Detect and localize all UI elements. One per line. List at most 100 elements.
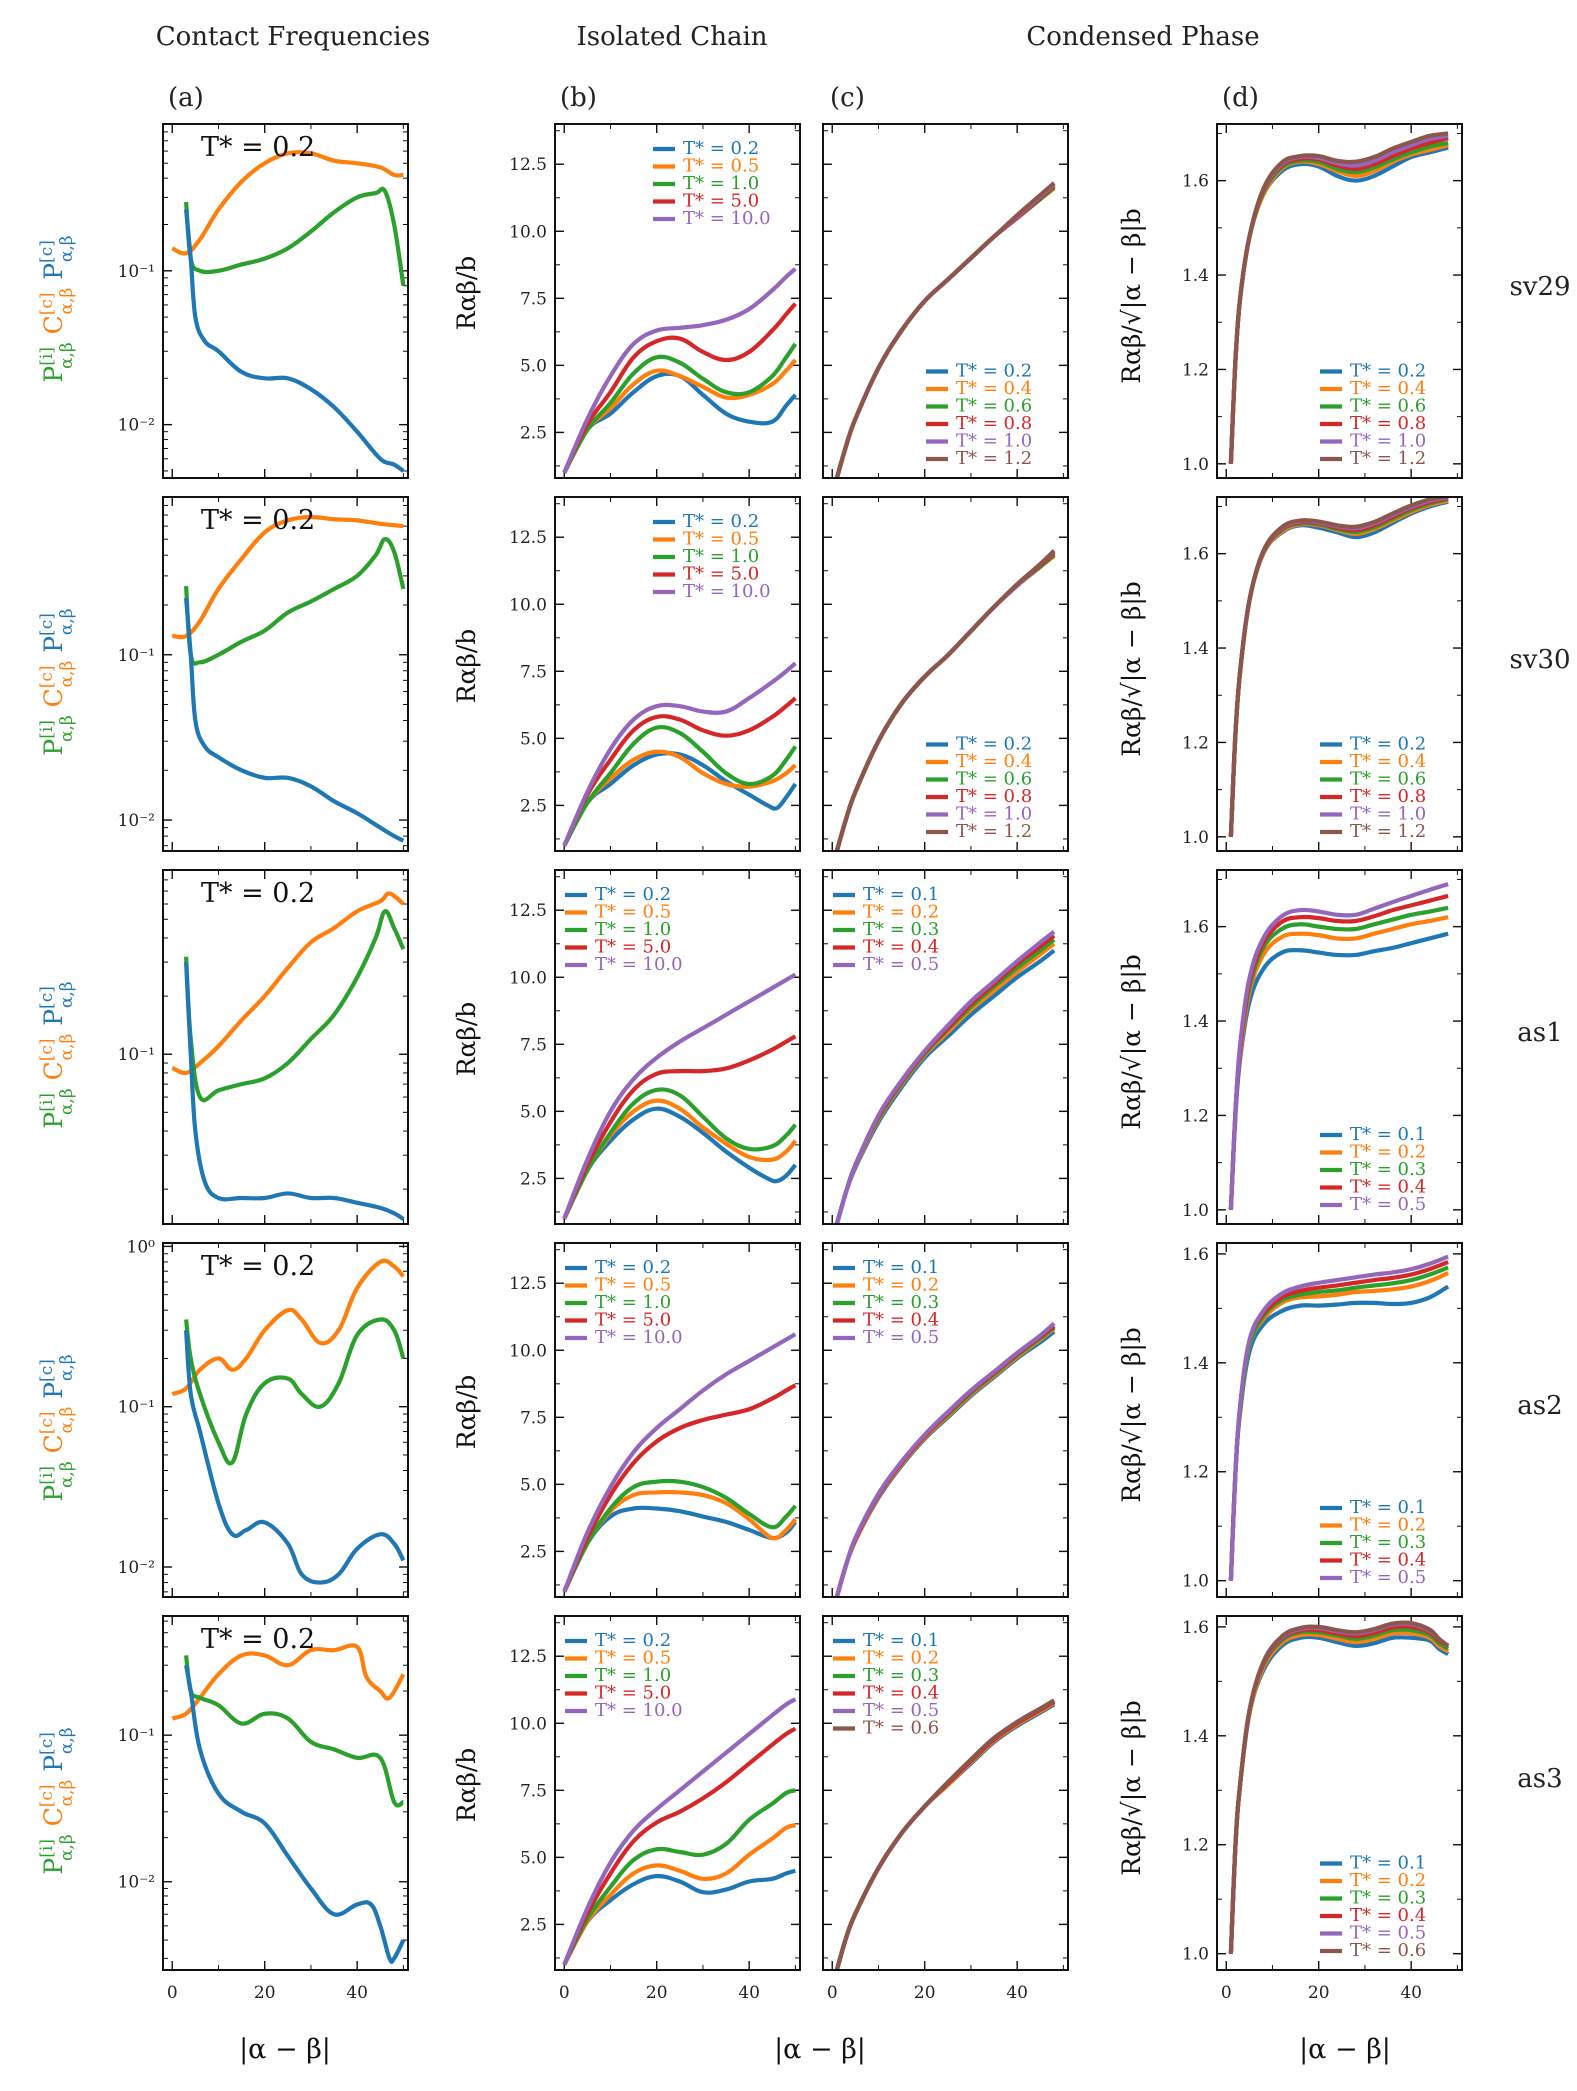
series-line-orange: [562, 358, 797, 474]
y-label-part: P: [39, 636, 68, 653]
legend: T* = 0.1T* = 0.2T* = 0.3T* = 0.4T* = 0.5: [833, 884, 939, 975]
x-tick-label: 0: [167, 1983, 178, 2003]
y-tick-label: 1.2: [1182, 1836, 1209, 1856]
series-line-orange: [562, 749, 797, 847]
legend-label: T* = 0.5: [863, 954, 939, 975]
y-label-part: C: [39, 688, 68, 707]
y-tick-label: 2.5: [520, 796, 547, 816]
legend-label: T* = 1.0: [595, 1665, 671, 1686]
y-label-part: [39, 1826, 68, 1834]
axes-frame: [162, 1242, 409, 1598]
axes-frame: [822, 1615, 1069, 1971]
y-tick-label: 1.0: [1182, 1201, 1209, 1221]
legend-label: T* = 0.2: [1350, 1142, 1426, 1163]
y-tick-label: 10.0: [509, 968, 547, 988]
legend: T* = 0.2T* = 0.5T* = 1.0T* = 5.0T* = 10.…: [565, 1630, 683, 1721]
legend: T* = 0.2T* = 0.4T* = 0.6T* = 0.8T* = 1.0…: [926, 361, 1032, 469]
y-label-part: α,β: [57, 715, 77, 742]
y-label-part: [c]: [37, 240, 57, 263]
y-label-part: P: [39, 1112, 68, 1129]
series-line-purple: [562, 267, 797, 474]
legend-label: T* = 0.2: [863, 902, 939, 923]
panel-label-c: (c): [830, 83, 865, 113]
series-group: [834, 1321, 1056, 1597]
subplot-c-as1: T* = 0.1T* = 0.2T* = 0.3T* = 0.4T* = 0.5: [822, 869, 1069, 1225]
y-label-part: P: [39, 1755, 68, 1772]
series-line-orange: [171, 1258, 405, 1397]
series-line-blue: [184, 209, 405, 473]
y-label-part: [39, 1399, 68, 1407]
subplot-b-sv30: 2.5 5.0 7.5 10.0 12.5 T* = 0.2T* = 0.5T* = 1.…: [452, 496, 801, 852]
y-tick-label: 1.0: [1182, 1945, 1209, 1965]
x-tick-label: 40: [1400, 1983, 1422, 2003]
series-line-red: [562, 302, 797, 474]
y-label-part: P: [39, 1009, 68, 1026]
legend: T* = 0.2T* = 0.4T* = 0.6T* = 0.8T* = 1.0…: [1320, 734, 1426, 842]
y-tick-label: 1.2: [1182, 1463, 1209, 1483]
y-tick-label: 10⁰: [127, 1237, 156, 1257]
y-label-part: C: [39, 315, 68, 334]
series-line-blue: [562, 750, 798, 847]
y-axis-label-b: Rαβ/b: [452, 1002, 481, 1077]
y-label-part: α,β: [57, 981, 77, 1008]
y-tick-label: 10⁻²: [118, 811, 155, 831]
y-tick-label: 10⁻²: [118, 416, 155, 436]
y-label-part: [c]: [37, 1038, 57, 1061]
y-tick-label: 7.5: [520, 662, 547, 682]
y-tick-label: 2.5: [520, 1542, 547, 1562]
y-label-part: [39, 280, 68, 288]
y-tick-label: 12.5: [509, 901, 547, 921]
x-tick-label: 20: [254, 1983, 276, 2003]
legend-label: T* = 0.4: [956, 378, 1032, 399]
legend: T* = 0.1T* = 0.2T* = 0.3T* = 0.4T* = 0.5…: [833, 1630, 939, 1739]
subplot-c-as3: 0 20 40T* = 0.1T* = 0.2T* = 0.3T* = 0.4T* …: [822, 1615, 1069, 2003]
temperature-annotation: T* = 0.2: [201, 132, 315, 163]
y-axis-label-b: Rαβ/b: [452, 256, 481, 331]
legend: T* = 0.2T* = 0.5T* = 1.0T* = 5.0T* = 10.…: [653, 511, 771, 602]
temperature-annotation: T* = 0.2: [201, 505, 315, 536]
y-label-part: α,β: [57, 1461, 77, 1488]
legend-label: T* = 1.2: [1350, 448, 1426, 469]
y-label-part: C: [39, 1434, 68, 1453]
series-group: [1228, 882, 1449, 1210]
subplot-b-as3: 0 20 402.55.07.510.012.5T* = 0.2T* = 0.5T*…: [452, 1615, 801, 2003]
y-tick-label: 12.5: [509, 528, 547, 548]
legend-label: T* = 5.0: [595, 1683, 671, 1704]
y-axis-label-d: Rαβ/√|α − β|b: [1117, 954, 1147, 1130]
series-group: [171, 1258, 406, 1585]
y-label-part: P: [39, 263, 68, 280]
series-group: [171, 150, 406, 473]
y-tick-label: 10⁻¹: [118, 262, 155, 282]
y-label-part: [c]: [37, 665, 57, 688]
legend-label: T* = 0.3: [1350, 1888, 1426, 1909]
y-label-part: [39, 707, 68, 715]
legend-label: T* = 0.2: [863, 1648, 939, 1669]
y-tick-label: 1.6: [1182, 918, 1209, 938]
axes-frame: [822, 496, 1069, 852]
legend-label: T* = 0.1: [1350, 1124, 1426, 1145]
axes-frame: [1216, 496, 1463, 852]
legend-label: T* = 0.4: [863, 1683, 939, 1704]
legend-label: T* = 0.2: [595, 884, 671, 905]
y-label-part: [39, 1026, 68, 1034]
series-line-purple: [562, 661, 797, 847]
series-line-blue: [184, 597, 405, 843]
legend-label: T* = 10.0: [595, 1700, 683, 1721]
series-line-green: [562, 342, 798, 474]
y-label-part: [39, 1772, 68, 1780]
series-group: [562, 972, 798, 1220]
y-label-part: [c]: [37, 1411, 57, 1434]
series-line-purple: [834, 1321, 1056, 1597]
y-axis-label-d: Rαβ/√|α − β|b: [1117, 581, 1147, 757]
series-line-blue: [184, 1664, 406, 1964]
y-tick-label: 1.4: [1182, 1354, 1209, 1374]
y-tick-label: 1.6: [1182, 1618, 1209, 1638]
y-label-part: P: [39, 739, 68, 756]
y-label-part: [c]: [37, 1359, 57, 1382]
y-tick-label: 1.4: [1182, 266, 1209, 286]
legend-label: T* = 0.3: [863, 919, 939, 940]
legend-label: T* = 0.5: [1350, 1194, 1426, 1215]
axes-frame: [554, 869, 801, 1225]
series-line-purple: [562, 972, 797, 1220]
legend: T* = 0.1T* = 0.2T* = 0.3T* = 0.4T* = 0.5: [1320, 1497, 1426, 1588]
